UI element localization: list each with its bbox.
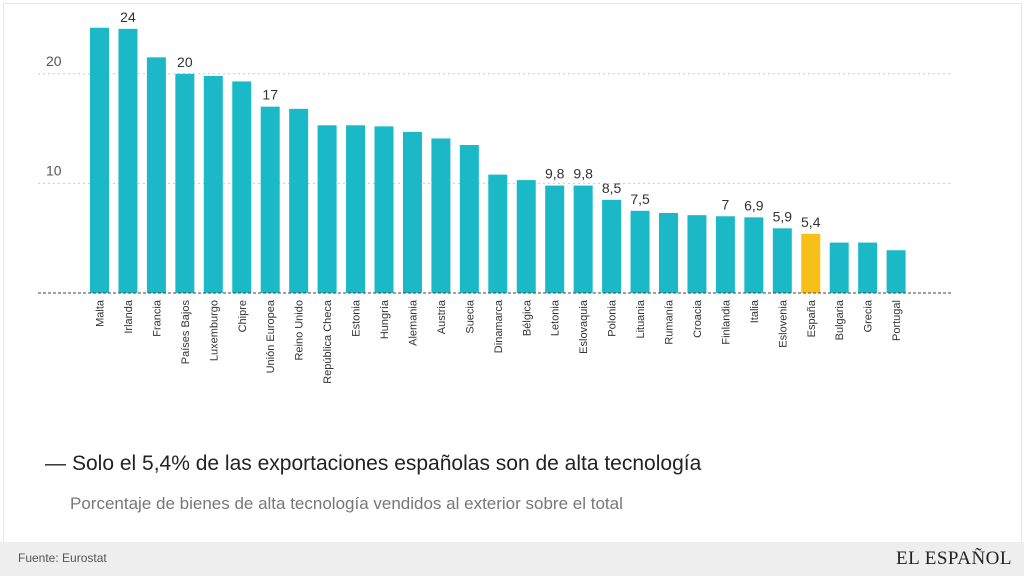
category-label: Luxemburgo xyxy=(208,300,220,361)
data-label: 5,9 xyxy=(773,208,793,224)
bar xyxy=(459,145,479,293)
category-label: República Checa xyxy=(322,299,334,384)
data-label: 17 xyxy=(262,87,278,103)
title-dash-icon: — xyxy=(45,452,66,475)
bar xyxy=(801,233,821,293)
bar xyxy=(90,27,109,293)
chart-card xyxy=(3,3,1022,543)
bar xyxy=(374,126,394,293)
category-label: Países Bajos xyxy=(180,300,192,365)
category-label: Reino Unido xyxy=(294,300,306,361)
category-label: Unión Europea xyxy=(265,299,277,373)
category-label: Eslovaquia xyxy=(578,299,590,354)
category-label: Rumanía xyxy=(664,299,676,345)
data-label: 20 xyxy=(177,54,193,70)
data-label: 7,5 xyxy=(630,191,650,207)
data-label: 6,9 xyxy=(744,197,764,213)
bar xyxy=(573,185,593,293)
bar-chart: 10 20 Malta 24 Irlanda Francia 20 Países Bajos L… xyxy=(38,9,952,384)
category-label: Dinamarca xyxy=(493,299,505,353)
chart-title: — Solo el 5,4% de las exportaciones españ… xyxy=(45,452,701,476)
category-label: Estonia xyxy=(351,299,363,337)
category-label: Italia xyxy=(749,299,761,323)
footer-bar: Fuente: Eurostat EL ESPAÑOL xyxy=(0,542,1024,576)
brand-logo: EL ESPAÑOL xyxy=(895,548,1012,569)
bar xyxy=(602,199,622,293)
data-label: 8,5 xyxy=(602,180,622,196)
bar xyxy=(516,180,536,293)
category-label: España xyxy=(806,299,818,337)
bar xyxy=(715,216,735,293)
category-label: Bélgica xyxy=(521,299,533,336)
bar xyxy=(317,125,337,294)
bar xyxy=(630,210,650,293)
data-label: 5,4 xyxy=(801,214,821,230)
category-label: Austria xyxy=(436,299,448,334)
bar xyxy=(175,73,195,294)
chart-title-text: Solo el 5,4% de las exportaciones españo… xyxy=(72,452,702,475)
category-label: Grecia xyxy=(863,299,875,332)
bar xyxy=(659,212,678,293)
category-label: Hungría xyxy=(379,299,391,339)
bar xyxy=(687,215,707,293)
bar xyxy=(146,57,166,294)
category-label: Letonia xyxy=(550,299,562,336)
category-label: Suecia xyxy=(464,299,476,334)
bar xyxy=(772,228,792,293)
data-label: 9,8 xyxy=(545,166,565,182)
bar xyxy=(431,138,451,293)
bar xyxy=(232,81,252,293)
category-label: Lituania xyxy=(635,299,647,338)
bar xyxy=(289,108,309,293)
data-label: 9,8 xyxy=(573,166,593,182)
category-label: Bulgaria xyxy=(834,299,846,340)
bar xyxy=(829,242,849,293)
bar xyxy=(744,217,764,293)
bar xyxy=(118,28,138,293)
category-label: Francia xyxy=(151,299,163,337)
bar xyxy=(203,75,223,293)
category-label: Eslovenia xyxy=(777,299,789,348)
category-label: Finlandia xyxy=(720,299,732,345)
source-note: Fuente: Eurostat xyxy=(18,551,107,565)
category-label: Polonia xyxy=(607,299,619,337)
bar xyxy=(858,242,878,293)
category-label: Alemania xyxy=(407,299,419,346)
category-label: Portugal xyxy=(891,300,903,341)
bar xyxy=(260,106,280,294)
bar xyxy=(488,174,508,293)
category-label: Croacia xyxy=(692,299,704,338)
y-tick-label: 10 xyxy=(46,162,62,178)
y-tick-label: 20 xyxy=(46,53,62,69)
category-label: Irlanda xyxy=(123,299,135,334)
category-label: Chipre xyxy=(237,300,249,332)
data-label: 7 xyxy=(722,196,730,212)
data-label: 24 xyxy=(120,9,136,25)
bar xyxy=(346,125,366,294)
bar xyxy=(886,250,906,293)
chart-subtitle: Porcentaje de bienes de alta tecnología … xyxy=(70,494,623,513)
category-label: Malta xyxy=(95,299,107,327)
bar xyxy=(402,131,422,293)
bar xyxy=(545,185,565,293)
